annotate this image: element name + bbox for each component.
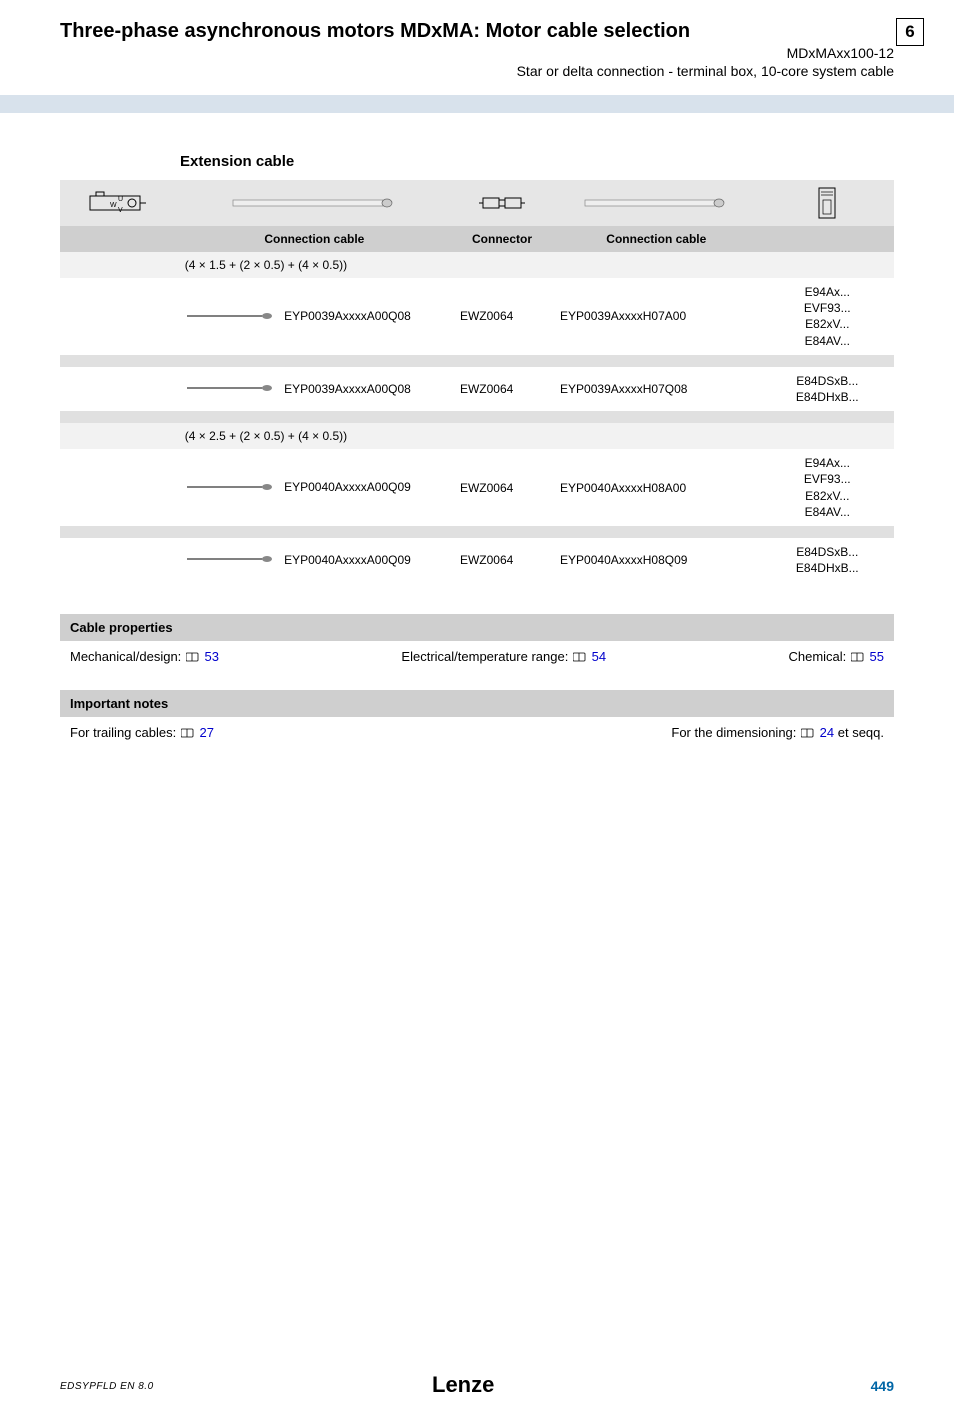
book-icon: [181, 728, 194, 738]
important-notes-header: Important notes: [60, 690, 894, 717]
svg-text:V: V: [118, 207, 123, 214]
conn2-value: EYP0040AxxxxH08A00: [552, 449, 761, 526]
dim-page-link[interactable]: 24: [820, 725, 834, 740]
cable-line-icon: [185, 382, 275, 396]
trailing-cables: For trailing cables: 27: [70, 725, 214, 740]
mech-page-link[interactable]: 53: [205, 649, 219, 664]
page-content: Extension cable W U V: [0, 113, 954, 748]
section-title: Extension cable: [180, 153, 894, 170]
chem-page-link[interactable]: 55: [870, 649, 884, 664]
blank-corner: [60, 226, 177, 252]
page-title: Three-phase asynchronous motors MDxMA: M…: [60, 20, 894, 43]
conn1-value: EYP0039AxxxxA00Q08: [284, 382, 411, 396]
extension-cable-table: W U V: [60, 180, 894, 582]
gap: [60, 582, 894, 596]
table-row: EYP0039AxxxxA00Q08 EWZ0064 EYP0039AxxxxH…: [60, 278, 894, 355]
drives-value: E84DSxB... E84DHxB...: [761, 538, 894, 582]
book-icon: [851, 652, 864, 662]
drives-value: E84DSxB... E84DHxB...: [761, 367, 894, 411]
page-header: 6 Three-phase asynchronous motors MDxMA:…: [0, 0, 954, 89]
footer-doc-id: EDSYPFLD EN 8.0: [60, 1381, 154, 1392]
cable-line-icon: [185, 481, 275, 495]
cable-line-icon: [185, 553, 275, 567]
cable-properties-row: Mechanical/design: 53 Electrical/tempera…: [60, 641, 894, 672]
elec-temp: Electrical/temperature range: 54: [401, 649, 606, 664]
dimensioning: For the dimensioning: 24 et seqq.: [671, 725, 884, 740]
table-header-icons: W U V: [60, 180, 894, 226]
svg-text:U: U: [118, 196, 123, 203]
col-connection-cable-2: Connection cable: [552, 226, 761, 252]
conn1-value: EYP0040AxxxxA00Q09: [284, 480, 411, 494]
connector-value: EWZ0064: [452, 449, 552, 526]
book-icon: [801, 728, 814, 738]
spec-row: (4 × 1.5 + (2 × 0.5) + (4 × 0.5)): [60, 252, 894, 278]
cable-properties-header: Cable properties: [60, 614, 894, 641]
mech-design: Mechanical/design: 53: [70, 649, 219, 664]
elec-page-link[interactable]: 54: [592, 649, 606, 664]
drive-icon: [761, 180, 894, 226]
page-number: 6: [905, 22, 914, 42]
col-connector: Connector: [452, 226, 552, 252]
cable-spec: (4 × 1.5 + (2 × 0.5) + (4 × 0.5)): [177, 252, 761, 278]
footer-page-number: 449: [871, 1378, 894, 1394]
connector-value: EWZ0064: [452, 278, 552, 355]
col-connection-cable-1: Connection cable: [177, 226, 452, 252]
conn1-value: EYP0039AxxxxA00Q08: [284, 309, 411, 323]
trailing-page-link[interactable]: 27: [199, 725, 213, 740]
cable-icon: [177, 180, 452, 226]
header-band: [0, 95, 954, 113]
conn2-value: EYP0040AxxxxH08Q09: [552, 538, 761, 582]
important-notes-row: For trailing cables: 27 For the dimensio…: [60, 717, 894, 748]
drives-value: E94Ax... EVF93... E82xV... E84AV...: [761, 449, 894, 526]
book-icon: [573, 652, 586, 662]
page-subsubtitle: Star or delta connection - terminal box,…: [60, 63, 894, 79]
spacer: [60, 355, 894, 367]
connector-value: EWZ0064: [452, 367, 552, 411]
cable-spec: (4 × 2.5 + (2 × 0.5) + (4 × 0.5)): [177, 423, 761, 449]
table-row: EYP0039AxxxxA00Q08 EWZ0064 EYP0039AxxxxH…: [60, 367, 894, 411]
table-row: EYP0040AxxxxA00Q09 EWZ0064 EYP0040AxxxxH…: [60, 538, 894, 582]
page-subtitle: MDxMAxx100-12: [60, 45, 894, 61]
conn2-value: EYP0039AxxxxH07A00: [552, 278, 761, 355]
conn1-value: EYP0040AxxxxA00Q09: [284, 553, 411, 567]
spacer: [60, 526, 894, 538]
drives-value: E94Ax... EVF93... E82xV... E84AV...: [761, 278, 894, 355]
spec-row: (4 × 2.5 + (2 × 0.5) + (4 × 0.5)): [60, 423, 894, 449]
motor-icon: W U V: [60, 180, 177, 226]
chemical: Chemical: 55: [788, 649, 884, 664]
connector-value: EWZ0064: [452, 538, 552, 582]
book-icon: [186, 652, 199, 662]
connector-icon: [452, 180, 552, 226]
page-footer: EDSYPFLD EN 8.0 Lenze 449: [0, 1368, 954, 1424]
cable-icon: [552, 180, 761, 226]
cable-line-icon: [185, 310, 275, 324]
spacer: [60, 411, 894, 423]
table-header-labels: Connection cable Connector Connection ca…: [60, 226, 894, 252]
table-row: EYP0040AxxxxA00Q09 EWZ0064 EYP0040AxxxxH…: [60, 449, 894, 526]
conn2-value: EYP0039AxxxxH07Q08: [552, 367, 761, 411]
blank-drive: [761, 226, 894, 252]
svg-text:W: W: [110, 202, 117, 209]
page-number-box: 6: [896, 18, 924, 46]
lenze-logo: Lenze: [432, 1373, 522, 1400]
svg-text:Lenze: Lenze: [432, 1373, 494, 1397]
